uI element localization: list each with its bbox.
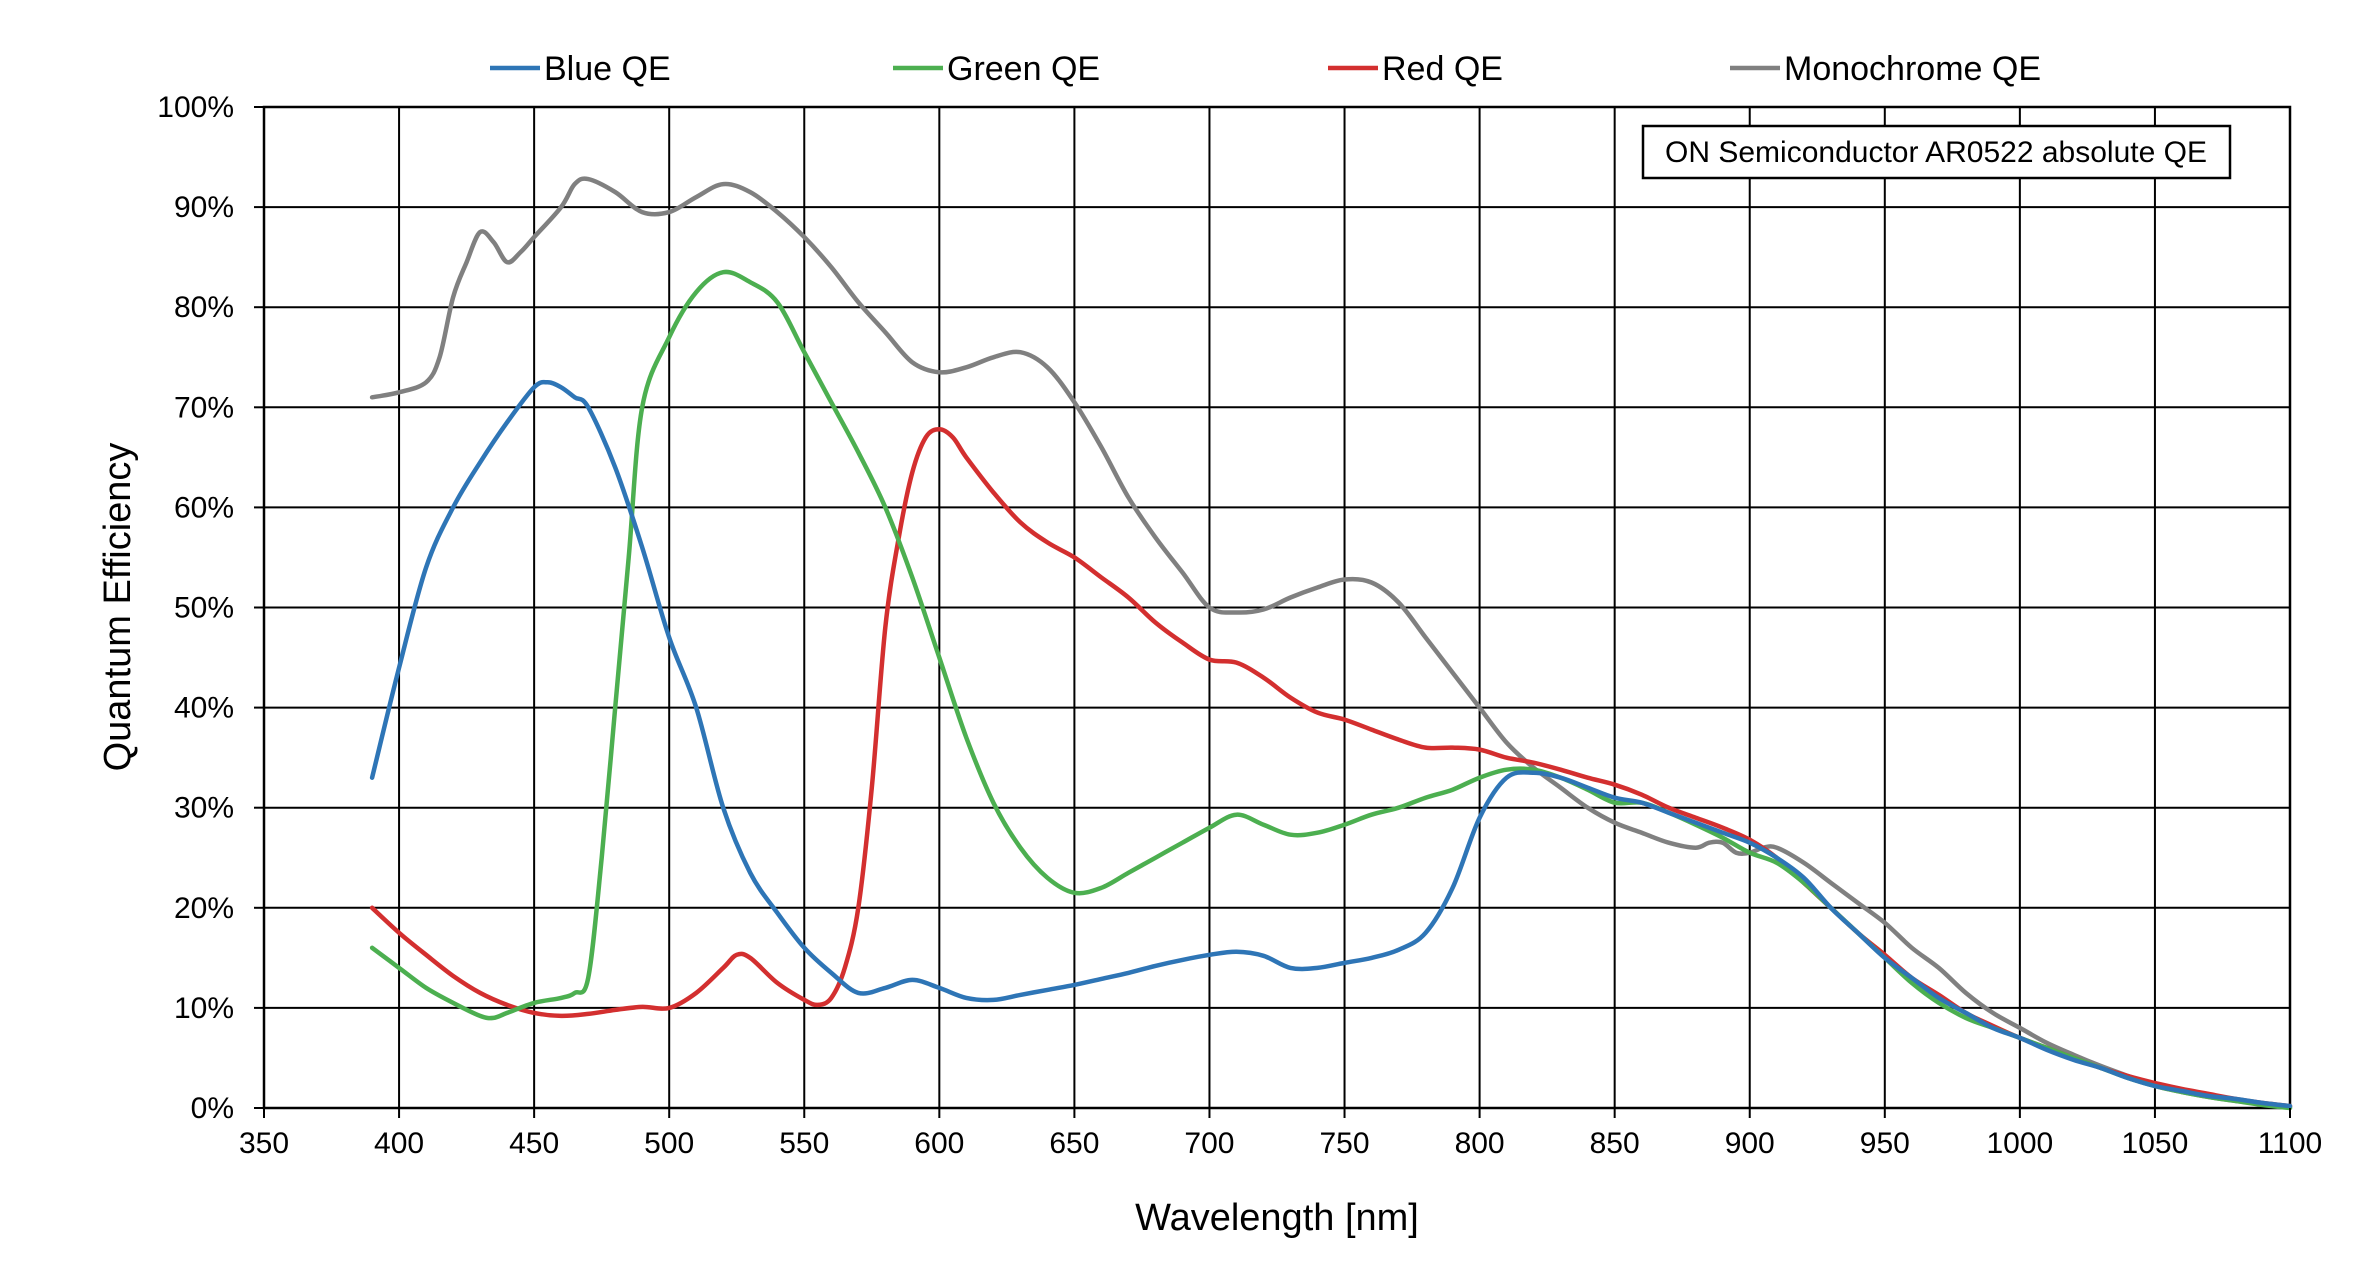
annotation-frame — [1641, 124, 2232, 180]
series-line-green-qe — [369, 269, 2293, 1111]
x-tick-label: 700 — [1184, 1127, 1234, 1160]
x-tick-label: 600 — [914, 1127, 964, 1160]
series-line-red-qe — [369, 427, 2293, 1109]
series-line-monochrome-qe — [369, 176, 2293, 1110]
x-tick-label: 400 — [374, 1127, 424, 1160]
y-tick-label: 60% — [174, 491, 234, 524]
x-tick-label: 1000 — [1986, 1127, 2053, 1160]
x-tick-label: 750 — [1320, 1127, 1370, 1160]
x-tick-label: 500 — [644, 1127, 694, 1160]
x-axis-title: Wavelength [nm] — [1135, 1197, 1419, 1239]
series-group — [369, 176, 2293, 1111]
y-tick-label: 80% — [174, 291, 234, 324]
y-tick-label: 0% — [191, 1092, 234, 1125]
legend-label-monochrome-qe: Monochrome QE — [1784, 50, 2041, 88]
legend-label-red-qe: Red QE — [1382, 50, 1503, 88]
x-tick-label: 450 — [509, 1127, 559, 1160]
x-tick-label: 350 — [239, 1127, 289, 1160]
x-tick-label: 900 — [1725, 1127, 1775, 1160]
y-tick-label: 90% — [174, 191, 234, 224]
grid — [262, 105, 2292, 1110]
x-tick-label: 550 — [779, 1127, 829, 1160]
ticks: 350 400 450 500 550 600 650 700 750 800 850 900 950 1… — [157, 91, 2322, 1160]
series-line-blue-qe — [369, 379, 2293, 1109]
y-axis-title: Quantum Efficiency — [97, 443, 139, 772]
x-tick-label: 850 — [1590, 1127, 1640, 1160]
annotation-box: ON Semiconductor AR0522 absolute QE — [1641, 124, 2232, 180]
annotation-text: ON Semiconductor AR0522 absolute QE — [1665, 136, 2207, 169]
y-tick-label: 100% — [157, 91, 234, 124]
legend-label-green-qe: Green QE — [947, 50, 1100, 88]
y-tick-label: 10% — [174, 992, 234, 1025]
x-tick-label: 950 — [1860, 1127, 1910, 1160]
x-tick-label: 650 — [1049, 1127, 1099, 1160]
x-tick-label: 1050 — [2122, 1127, 2189, 1160]
y-tick-label: 20% — [174, 892, 234, 925]
y-tick-label: 50% — [174, 592, 234, 625]
x-tick-label: 800 — [1455, 1127, 1505, 1160]
x-tick-label: 1100 — [2258, 1127, 2323, 1160]
y-tick-label: 30% — [174, 792, 234, 825]
legend: Blue QE Green QE Red QE Monochrome QE — [490, 50, 2041, 88]
y-tick-label: 40% — [174, 692, 234, 725]
legend-label-blue-qe: Blue QE — [544, 50, 671, 88]
y-tick-label: 70% — [174, 391, 234, 424]
